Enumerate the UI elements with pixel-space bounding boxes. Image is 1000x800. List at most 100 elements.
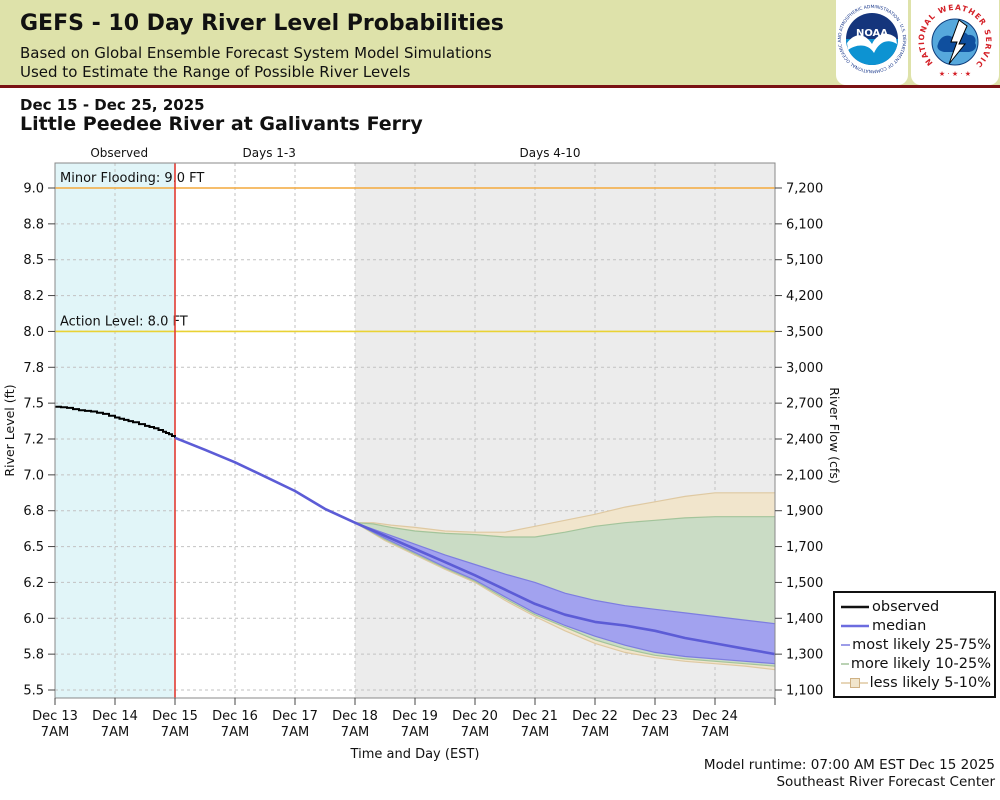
legend-label: more likely 10-25% xyxy=(850,655,991,672)
region-label: Days 1-3 xyxy=(243,146,296,160)
median-line xyxy=(174,436,776,656)
x-tick-label: Dec 22 xyxy=(572,709,618,724)
x-tick-time-label: 7AM xyxy=(41,725,69,740)
y-tick-label-right: 1,100 xyxy=(786,684,823,699)
noaa-logo-panel: NATIONAL OCEANIC AND ATMOSPHERIC ADMINIS… xyxy=(836,0,908,85)
y-tick-label-left: 7.8 xyxy=(23,361,44,376)
x-tick-label: Dec 13 xyxy=(32,709,78,724)
threshold-label-8: Action Level: 8.0 FT xyxy=(60,314,188,329)
band-more-likely-10-25-top-edge xyxy=(354,516,775,538)
forecast-date-range: Dec 15 - Dec 25, 2025 xyxy=(20,96,205,114)
x-tick-label: Dec 23 xyxy=(632,709,678,724)
y-tick-label-left: 5.5 xyxy=(23,684,44,699)
y-tick-label-right: 1,300 xyxy=(786,648,823,663)
legend-item-most: most likely 25-75% xyxy=(840,635,991,654)
legend-item-observed: observed xyxy=(840,597,991,616)
x-axis-title: Time and Day (EST) xyxy=(350,747,480,762)
legend-item-median: median xyxy=(840,616,991,635)
y-tick-label-right: 2,100 xyxy=(786,468,823,483)
x-tick-time-label: 7AM xyxy=(101,725,129,740)
model-runtime: Model runtime: 07:00 AM EST Dec 15 2025 xyxy=(703,757,995,773)
nws-logo-panel: NATIONAL WEATHER SERVICE ★ · ★ · ★ xyxy=(911,0,999,85)
observed-line xyxy=(55,405,176,438)
x-tick-time-label: 7AM xyxy=(581,725,609,740)
x-tick-label: Dec 19 xyxy=(392,709,438,724)
region-label: Observed xyxy=(90,146,148,160)
noaa-wordmark: NOAA xyxy=(856,28,888,39)
y-axis-title-left: River Level (ft) xyxy=(2,384,17,476)
nws-logo-icon: NATIONAL WEATHER SERVICE ★ · ★ · ★ xyxy=(914,0,994,80)
x-tick-label: Dec 18 xyxy=(332,709,378,724)
y-tick-label-left: 8.8 xyxy=(23,217,44,232)
y-tick-label-left: 6.2 xyxy=(23,576,44,591)
nws-lightning-icon xyxy=(948,19,968,65)
region-label: Days 4-10 xyxy=(520,146,581,160)
x-tick-time-label: 7AM xyxy=(161,725,189,740)
x-tick-label: Dec 15 xyxy=(152,709,198,724)
y-tick-label-left: 8.0 xyxy=(23,325,44,340)
y-tick-label-right: 1,400 xyxy=(786,612,823,627)
y-tick-label-right: 7,200 xyxy=(786,182,823,197)
page-subtitle-2: Used to Estimate the Range of Possible R… xyxy=(20,63,411,81)
forecast-center: Southeast River Forecast Center xyxy=(776,774,995,790)
y-tick-label-left: 8.5 xyxy=(23,253,44,268)
legend-swatch-icon xyxy=(841,639,851,650)
x-tick-time-label: 7AM xyxy=(281,725,309,740)
page-header: GEFS - 10 Day River Level Probabilities … xyxy=(0,0,1000,85)
legend-item-more: more likely 10-25% xyxy=(840,654,991,673)
chart-legend: observed median most likely 25-75% more lik… xyxy=(833,591,996,698)
nws-stars: ★ · ★ · ★ xyxy=(939,70,971,78)
y-tick-label-right: 6,100 xyxy=(786,217,823,232)
x-tick-label: Dec 21 xyxy=(512,709,558,724)
x-tick-time-label: 7AM xyxy=(461,725,489,740)
band-less-likely-5-10-bottom-edge xyxy=(354,522,776,671)
legend-label: most likely 25-75% xyxy=(852,636,991,653)
y-tick-label-left: 7.0 xyxy=(23,468,44,483)
y-tick-label-right: 2,700 xyxy=(786,397,823,412)
legend-item-less: less likely 5-10% xyxy=(840,673,991,692)
legend-swatch-icon xyxy=(841,677,868,688)
region-days1-3-background xyxy=(175,163,355,698)
legend-label: less likely 5-10% xyxy=(869,674,991,691)
y-tick-label-left: 9.0 xyxy=(23,182,44,197)
x-tick-time-label: 7AM xyxy=(221,725,249,740)
band-most-likely-25-75-top-edge xyxy=(354,522,776,625)
band-less-likely-5-10-top-edge xyxy=(355,492,775,533)
x-tick-time-label: 7AM xyxy=(701,725,729,740)
y-tick-label-left: 8.2 xyxy=(23,289,44,304)
y-axis-title-right: River Flow (cfs) xyxy=(827,387,842,483)
x-tick-label: Dec 24 xyxy=(692,709,738,724)
x-tick-label: Dec 20 xyxy=(452,709,498,724)
x-tick-label: Dec 16 xyxy=(212,709,258,724)
y-tick-label-left: 6.5 xyxy=(23,540,44,555)
noaa-bird-icon xyxy=(847,33,897,53)
x-tick-time-label: 7AM xyxy=(401,725,429,740)
y-tick-label-left: 7.5 xyxy=(23,397,44,412)
x-tick-time-label: 7AM xyxy=(341,725,369,740)
x-tick-label: Dec 14 xyxy=(92,709,138,724)
legend-swatch-icon xyxy=(841,662,849,665)
chart-footer: Model runtime: 07:00 AM EST Dec 15 2025 … xyxy=(704,757,995,791)
band-most-likely-25-75-bottom-edge xyxy=(354,522,776,665)
y-tick-label-right: 2,400 xyxy=(786,433,823,448)
y-tick-label-left: 6.8 xyxy=(23,504,44,519)
station-title: Little Peedee River at Galivants Ferry xyxy=(20,113,423,135)
y-tick-label-right: 5,100 xyxy=(786,253,823,268)
x-tick-label: Dec 17 xyxy=(272,709,318,724)
legend-swatch-icon xyxy=(841,605,869,608)
y-tick-label-right: 1,700 xyxy=(786,540,823,555)
river-probability-chart: Minor Flooding: 9.0 FT Action Level: 8.0 … xyxy=(2,146,842,762)
y-tick-label-right: 1,900 xyxy=(786,504,823,519)
legend-label: median xyxy=(872,617,927,634)
y-tick-label-right: 1,500 xyxy=(786,576,823,591)
x-tick-time-label: 7AM xyxy=(641,725,669,740)
threshold-label-9: Minor Flooding: 9.0 FT xyxy=(60,171,204,186)
y-tick-label-left: 6.0 xyxy=(23,612,44,627)
page-title: GEFS - 10 Day River Level Probabilities xyxy=(20,11,504,36)
header-divider-rule xyxy=(0,85,1000,88)
band-more-likely-10-25-bottom-edge xyxy=(354,522,776,667)
page-subtitle-1: Based on Global Ensemble Forecast System… xyxy=(20,44,492,62)
noaa-logo-icon: NATIONAL OCEANIC AND ATMOSPHERIC ADMINIS… xyxy=(837,0,907,74)
y-tick-label-left: 7.2 xyxy=(23,433,44,448)
